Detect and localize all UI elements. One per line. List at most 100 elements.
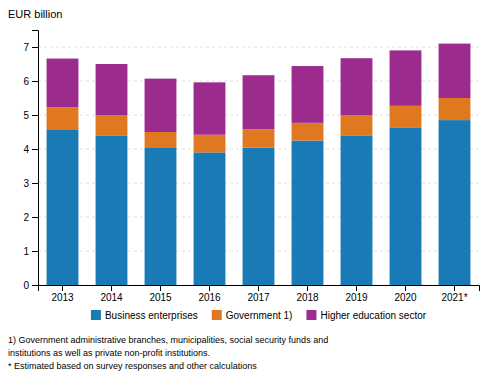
x-tick-mark (454, 285, 455, 291)
legend-item: Business enterprises (91, 310, 198, 321)
legend-label: Government 1) (226, 310, 293, 321)
x-tick-mark (160, 285, 161, 291)
bar (145, 147, 177, 285)
y-tick: 7 (23, 42, 38, 53)
bar (145, 132, 177, 147)
footnote: 1) Government administrative branches, m… (8, 335, 328, 345)
y-tick-mark (32, 183, 38, 184)
x-tick: 2015 (149, 285, 172, 303)
x-tick-mark (209, 285, 210, 291)
x-tick-mark (307, 285, 308, 291)
y-tick: 0 (23, 280, 38, 291)
y-tick-label: 0 (23, 280, 29, 291)
footnote: institutions as well as private non-prof… (8, 348, 210, 358)
bar (194, 152, 226, 285)
legend-swatch (91, 310, 101, 320)
y-tick-mark (32, 115, 38, 116)
bar (390, 106, 422, 128)
y-tick-label: 6 (23, 76, 29, 87)
y-tick: 5 (23, 110, 38, 121)
x-tick-label: 2015 (149, 292, 172, 303)
y-tick-mark (32, 81, 38, 82)
bar (194, 82, 226, 134)
x-axis-line (39, 286, 480, 292)
x-tick: 2019 (345, 285, 368, 303)
bar (96, 64, 128, 115)
y-tick: 2 (23, 212, 38, 223)
chart: 0 1 2 3 4 5 6 7 2013 2014 2015 2016 2017 2018 2019 2020… (0, 0, 491, 389)
y-tick-label: 1 (23, 246, 29, 257)
legend: Business enterprises Government 1) Higher … (91, 310, 427, 321)
y-tick: 6 (23, 76, 38, 87)
x-tick: 2021* (441, 285, 467, 303)
bar (243, 148, 275, 285)
x-tick-mark (258, 285, 259, 291)
grid-line (38, 47, 479, 48)
bar (341, 135, 373, 285)
x-tick-label: 2013 (51, 292, 74, 303)
x-tick-label: 2014 (100, 292, 123, 303)
x-tick: 2014 (100, 285, 123, 303)
legend-swatch (212, 310, 222, 320)
x-tick: 2017 (247, 285, 270, 303)
y-axis: 0 1 2 3 4 5 6 7 (23, 31, 38, 291)
bar (194, 135, 226, 153)
bar (243, 129, 275, 147)
x-tick-label: 2018 (296, 292, 319, 303)
y-tick-label: 3 (23, 178, 29, 189)
bar (292, 123, 324, 141)
x-tick: 2018 (296, 285, 319, 303)
y-tick-mark (32, 285, 38, 286)
x-tick-mark (111, 285, 112, 291)
legend-item: Higher education sector (306, 310, 426, 321)
grid (38, 47, 479, 285)
legend-item: Government 1) (212, 310, 293, 321)
y-tick-label: 2 (23, 212, 29, 223)
x-axis: 2013 2014 2015 2016 2017 2018 2019 2020 2021* (39, 285, 480, 303)
bars (47, 44, 471, 285)
x-tick-mark (356, 285, 357, 291)
bar (145, 79, 177, 132)
bar (96, 135, 128, 285)
y-axis-title: EUR billion (8, 8, 62, 20)
x-tick: 2013 (51, 285, 74, 303)
bar (390, 128, 422, 285)
x-tick-label: 2020 (394, 292, 417, 303)
legend-swatch (306, 310, 316, 320)
footnotes: 1) Government administrative branches, m… (8, 335, 328, 371)
y-tick-mark (32, 149, 38, 150)
y-tick: 1 (23, 246, 38, 257)
bar (47, 59, 79, 108)
bar (439, 44, 471, 98)
x-tick-label: 2019 (345, 292, 368, 303)
bar (292, 141, 324, 286)
plot: 0 1 2 3 4 5 6 7 2013 2014 2015 2016 2017 2018 2019 2020… (23, 31, 479, 304)
bar (341, 115, 373, 135)
y-tick-mark (32, 217, 38, 218)
y-axis-line (32, 31, 39, 286)
bar (390, 50, 422, 105)
footnote: * Estimated based on survey responses an… (8, 361, 257, 371)
y-tick: 4 (23, 144, 38, 155)
y-tick-label: 7 (23, 42, 29, 53)
y-tick-mark (32, 251, 38, 252)
bar (243, 75, 275, 129)
y-tick-label: 4 (23, 144, 29, 155)
y-tick: 3 (23, 178, 38, 189)
bar (439, 98, 471, 120)
legend-label: Higher education sector (320, 310, 426, 321)
x-tick: 2020 (394, 285, 417, 303)
x-tick-mark (62, 285, 63, 291)
x-tick: 2016 (198, 285, 221, 303)
x-tick-mark (405, 285, 406, 291)
legend-label: Business enterprises (105, 310, 198, 321)
bar (47, 129, 79, 285)
y-tick-mark (32, 47, 38, 48)
bar (292, 66, 324, 123)
series (47, 120, 471, 285)
bar (341, 58, 373, 115)
bar (439, 120, 471, 285)
y-tick-label: 5 (23, 110, 29, 121)
x-tick-label: 2016 (198, 292, 221, 303)
bar (96, 115, 128, 135)
